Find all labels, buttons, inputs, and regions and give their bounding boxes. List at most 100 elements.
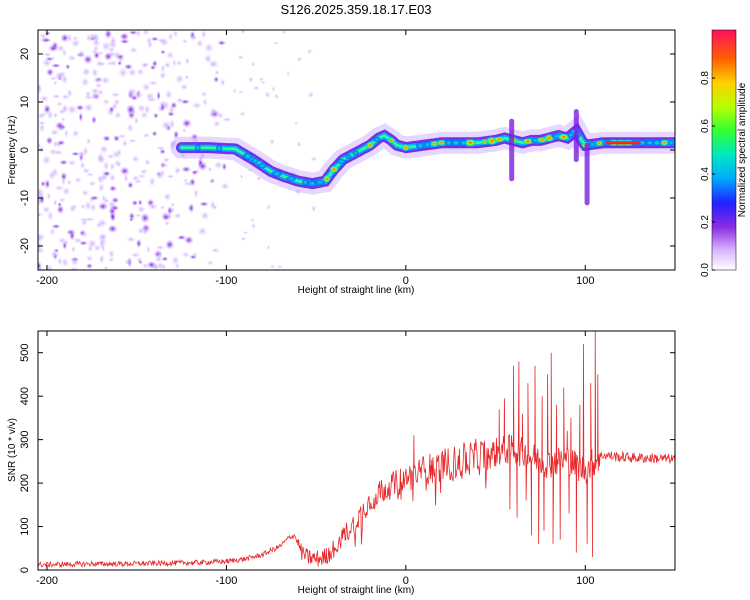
ridge-hotspot (256, 163, 268, 169)
colorbar-tick-label: 0.4 (700, 167, 711, 181)
noise-blob (240, 236, 247, 241)
noise-blob (68, 267, 79, 270)
y-tick-label: 100 (19, 517, 31, 535)
noise-blob (77, 49, 86, 58)
noise-blob (75, 104, 85, 111)
ridge-hotspot (415, 141, 425, 150)
noise-blob (213, 76, 219, 83)
noise-blob (119, 39, 130, 44)
noise-blob (50, 56, 55, 61)
noise-blob (38, 246, 45, 254)
noise-blob (286, 70, 290, 77)
noise-blob (220, 182, 230, 190)
noise-blob (139, 168, 148, 175)
noise-blob (156, 91, 161, 101)
noise-blob (82, 230, 88, 238)
noise-blob (59, 159, 68, 165)
noise-blob (61, 94, 71, 100)
ridge-hotspot (667, 140, 675, 146)
noise-blob (144, 104, 151, 115)
noise-blob (142, 227, 149, 236)
noise-blob (108, 249, 115, 259)
snr-plot-area (38, 331, 675, 570)
noise-blob (197, 157, 204, 168)
noise-blob (42, 58, 52, 68)
noise-blob (256, 176, 262, 182)
noise-blob (109, 185, 117, 192)
colorbar-gradient (711, 29, 737, 271)
noise-blob (213, 161, 224, 169)
ridge-hotspot (431, 140, 438, 147)
noise-blob (38, 261, 42, 270)
noise-blob (237, 55, 244, 60)
noise-blob (184, 236, 194, 245)
noise-blob (136, 256, 143, 264)
noise-blob (70, 39, 81, 48)
noise-blob (207, 166, 213, 172)
noise-blob (107, 61, 113, 66)
noise-blob (240, 174, 244, 179)
noise-blob (202, 97, 208, 106)
noise-blob (98, 183, 105, 193)
y-tick-label: 0 (19, 567, 31, 573)
noise-blob (199, 201, 209, 207)
noise-blob (86, 263, 93, 269)
noise-blob (130, 252, 141, 258)
noise-blob (165, 89, 173, 100)
y-tick-label: 200 (19, 474, 31, 492)
noise-blob (100, 76, 110, 85)
ridge-hotspot (335, 158, 347, 165)
noise-blob (54, 71, 65, 81)
noise-blob (62, 106, 68, 112)
noise-blob (188, 203, 195, 213)
ridge-hotspot (588, 141, 597, 147)
x-tick-label: -100 (215, 575, 237, 587)
noise-blob (67, 55, 77, 61)
noise-blob (264, 91, 270, 98)
snr-y-axis-title: SNR (10 * v/v) (7, 418, 18, 482)
snr-panel: -200 -100 0 100 0 100 200 300 400 500 Height of … (7, 330, 676, 596)
noise-blob (47, 210, 54, 221)
noise-blob (61, 117, 66, 122)
noise-blob (175, 262, 180, 270)
ridge-hotspot (215, 144, 223, 153)
noise-blob (128, 138, 137, 143)
noise-blob (133, 91, 144, 99)
noise-blob (155, 245, 165, 250)
ridge-hotspot (366, 141, 374, 149)
noise-blob (295, 188, 302, 196)
noise-blob (42, 155, 51, 165)
noise-blob (121, 139, 128, 148)
y-tick-label: 400 (19, 387, 31, 405)
noise-blob (93, 45, 99, 52)
noise-blob (183, 181, 193, 186)
noise-blob (221, 162, 227, 171)
noise-blob (56, 140, 66, 146)
noise-blob (222, 117, 232, 122)
noise-blob (46, 192, 51, 201)
noise-blob (163, 61, 172, 69)
noise-blob (160, 205, 165, 210)
noise-blob (44, 179, 51, 189)
noise-blob (136, 30, 141, 38)
noise-blob (48, 44, 58, 52)
noise-blob (51, 63, 61, 68)
noise-blob (271, 85, 276, 92)
ridge-hotspot (522, 138, 534, 145)
x-tick-label: 0 (403, 275, 409, 287)
noise-blob (137, 104, 146, 113)
noise-blob (177, 235, 187, 240)
noise-blob (135, 213, 142, 218)
noise-blob (161, 213, 171, 221)
noise-blob (119, 166, 130, 176)
noise-blob (69, 204, 78, 210)
noise-blob (53, 149, 64, 156)
noise-blob (296, 141, 302, 148)
y-tick-label: 300 (19, 430, 31, 448)
noise-blob (252, 85, 260, 91)
noise-blob (42, 205, 51, 214)
noise-blob (269, 138, 275, 145)
noise-blob (148, 80, 158, 86)
noise-blob (127, 181, 134, 189)
noise-blob (266, 244, 271, 251)
